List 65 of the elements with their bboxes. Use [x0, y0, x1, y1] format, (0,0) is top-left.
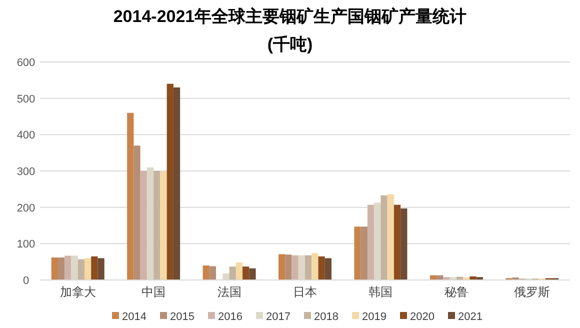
x-tick-label: 中国: [142, 285, 166, 299]
bar: [400, 208, 408, 280]
bar: [166, 84, 174, 280]
bar: [127, 112, 134, 280]
bar: [58, 257, 65, 280]
bar: [285, 254, 292, 280]
bar: [173, 87, 180, 280]
bar: [278, 254, 286, 280]
chart-title: 2014-2021年全球主要铟矿生产国铟矿产量统计: [113, 7, 467, 26]
legend-label: 2017: [266, 311, 290, 323]
chart-subtitle: (千吨): [267, 35, 313, 54]
y-tick-label: 400: [16, 130, 36, 142]
x-tick-label: 秘鲁: [444, 285, 468, 299]
bar: [324, 258, 332, 280]
bar: [98, 258, 104, 280]
bar: [443, 277, 450, 280]
bar: [456, 276, 464, 280]
bar: [71, 256, 78, 280]
y-tick-label: 500: [16, 93, 36, 106]
y-tick-label: 300: [16, 166, 36, 178]
x-tick-label: 加拿大: [60, 285, 96, 299]
bar: [202, 265, 210, 280]
bar: [229, 266, 236, 280]
y-tick-label: 0: [22, 275, 30, 287]
bar: [51, 257, 58, 280]
bar: [394, 204, 401, 280]
legend-label: 2021: [458, 311, 482, 323]
bar: [78, 259, 84, 280]
bar: [236, 262, 243, 280]
legend-label: 2018: [314, 311, 338, 323]
x-tick-label: 俄罗斯: [514, 285, 550, 299]
bar: [222, 273, 230, 280]
x-tick-label: 韩国: [368, 285, 393, 299]
bar: [387, 194, 394, 280]
bar: [154, 171, 160, 280]
y-tick-label: 600: [16, 57, 36, 69]
bar: [354, 226, 361, 280]
y-tick-label: 100: [16, 238, 36, 251]
bar: [160, 171, 167, 280]
bar: [84, 258, 92, 280]
bar: [360, 226, 368, 280]
bar: [134, 146, 140, 280]
bar: [140, 171, 147, 280]
legend-label: 2015: [170, 311, 194, 323]
bar: [91, 256, 98, 280]
bar: [146, 167, 154, 280]
bar: [305, 255, 312, 280]
y-tick-label: 200: [16, 202, 36, 214]
bar: [374, 202, 381, 280]
bar: [242, 266, 250, 280]
bar: [380, 195, 388, 280]
bar: [367, 204, 374, 280]
bar: [318, 256, 325, 280]
legend-label: 2020: [410, 311, 434, 323]
bar: [292, 255, 298, 280]
bar: [249, 268, 256, 280]
bar: [64, 256, 72, 280]
legend-label: 2016: [218, 311, 242, 323]
legend-label: 2014: [122, 311, 146, 323]
bar: [209, 266, 216, 280]
bar: [312, 253, 318, 280]
x-tick-label: 法国: [217, 285, 242, 299]
legend-label: 2019: [362, 311, 386, 323]
bar: [298, 255, 305, 280]
x-tick-label: 日本: [293, 285, 317, 299]
